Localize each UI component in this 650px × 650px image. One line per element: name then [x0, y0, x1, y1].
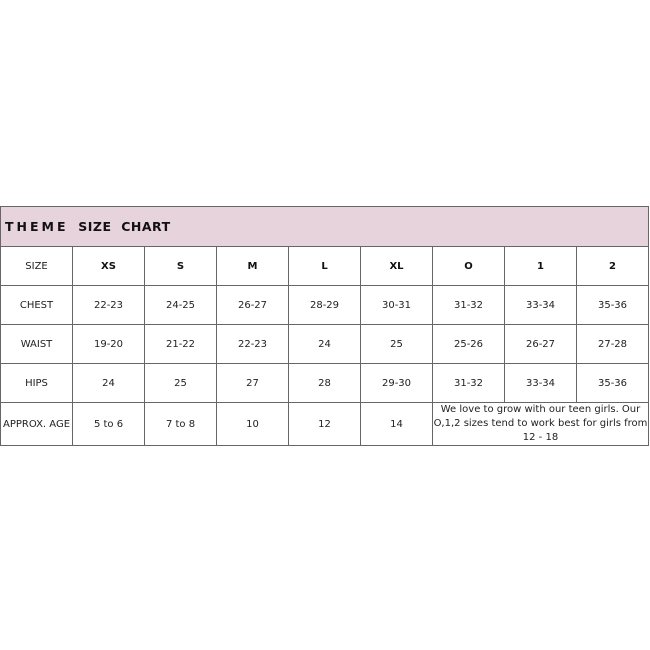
row-label: CHEST — [0, 285, 73, 325]
size-cell: XS — [72, 246, 145, 286]
value-cell: 14 — [360, 402, 433, 446]
value-cell: 35-36 — [576, 363, 649, 403]
title-word-theme: THEME — [5, 219, 69, 234]
value-cell: 35-36 — [576, 285, 649, 325]
age-row: APPROX. AGE 5 to 6 7 to 8 10 12 14 We lo… — [0, 402, 649, 446]
value-cell: 31-32 — [432, 363, 505, 403]
hips-row: HIPS 24 25 27 28 29-30 31-32 33-34 35-36 — [0, 363, 649, 403]
size-cell: O — [432, 246, 505, 286]
value-cell: 22-23 — [216, 324, 289, 364]
value-cell: 19-20 — [72, 324, 145, 364]
value-cell: 29-30 — [360, 363, 433, 403]
chest-row: CHEST 22-23 24-25 26-27 28-29 30-31 31-3… — [0, 285, 649, 325]
size-cell: M — [216, 246, 289, 286]
row-label: SIZE — [0, 246, 73, 286]
value-cell: 26-27 — [504, 324, 577, 364]
value-cell: 25 — [360, 324, 433, 364]
value-cell: 21-22 — [144, 324, 217, 364]
value-cell: 24 — [288, 324, 361, 364]
value-cell: 33-34 — [504, 285, 577, 325]
value-cell: 25 — [144, 363, 217, 403]
row-label: APPROX. AGE — [0, 402, 73, 446]
value-cell: 28 — [288, 363, 361, 403]
value-cell: 33-34 — [504, 363, 577, 403]
title-row: THEME SIZE CHART — [0, 206, 649, 247]
value-cell: 28-29 — [288, 285, 361, 325]
value-cell: 27-28 — [576, 324, 649, 364]
row-label: HIPS — [0, 363, 73, 403]
size-header-row: SIZE XS S M L XL O 1 2 — [0, 246, 649, 286]
value-cell: 31-32 — [432, 285, 505, 325]
chart-title: THEME SIZE CHART — [0, 206, 649, 247]
value-cell: 24-25 — [144, 285, 217, 325]
size-cell: L — [288, 246, 361, 286]
value-cell: 25-26 — [432, 324, 505, 364]
value-cell: 10 — [216, 402, 289, 446]
waist-row: WAIST 19-20 21-22 22-23 24 25 25-26 26-2… — [0, 324, 649, 364]
size-chart-table: THEME SIZE CHART SIZE XS S M L XL O 1 2 … — [0, 206, 649, 446]
value-cell: 26-27 — [216, 285, 289, 325]
size-cell: XL — [360, 246, 433, 286]
value-cell: 27 — [216, 363, 289, 403]
value-cell: 7 to 8 — [144, 402, 217, 446]
value-cell: 12 — [288, 402, 361, 446]
value-cell: 22-23 — [72, 285, 145, 325]
size-cell: 2 — [576, 246, 649, 286]
row-label: WAIST — [0, 324, 73, 364]
value-cell: 30-31 — [360, 285, 433, 325]
value-cell: 24 — [72, 363, 145, 403]
title-size-chart: SIZE CHART — [78, 219, 171, 234]
value-cell: 5 to 6 — [72, 402, 145, 446]
teen-note: We love to grow with our teen girls. Our… — [432, 402, 649, 446]
size-cell: S — [144, 246, 217, 286]
size-cell: 1 — [504, 246, 577, 286]
